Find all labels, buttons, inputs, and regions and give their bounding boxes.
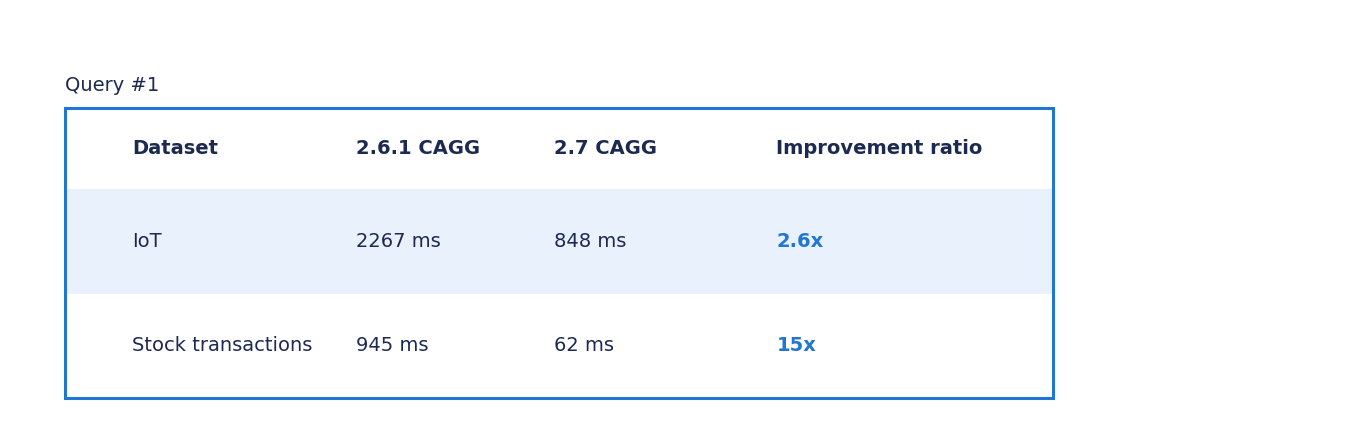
Text: Dataset: Dataset (132, 139, 218, 158)
Text: 848 ms: 848 ms (554, 232, 627, 251)
Bar (65, 294, 1052, 398)
Text: Stock transactions: Stock transactions (132, 336, 312, 355)
Text: 15x: 15x (777, 336, 816, 355)
Text: 62 ms: 62 ms (554, 336, 615, 355)
Text: Improvement ratio: Improvement ratio (777, 139, 982, 158)
Text: 2.6x: 2.6x (777, 232, 824, 251)
Text: 2.6.1 CAGG: 2.6.1 CAGG (357, 139, 481, 158)
Text: Query #1: Query #1 (65, 75, 159, 94)
Text: 945 ms: 945 ms (357, 336, 430, 355)
Text: 2267 ms: 2267 ms (357, 232, 442, 251)
Bar (65, 189, 1052, 294)
Text: IoT: IoT (132, 232, 162, 251)
Text: 2.7 CAGG: 2.7 CAGG (554, 139, 657, 158)
Bar (65, 108, 1052, 398)
